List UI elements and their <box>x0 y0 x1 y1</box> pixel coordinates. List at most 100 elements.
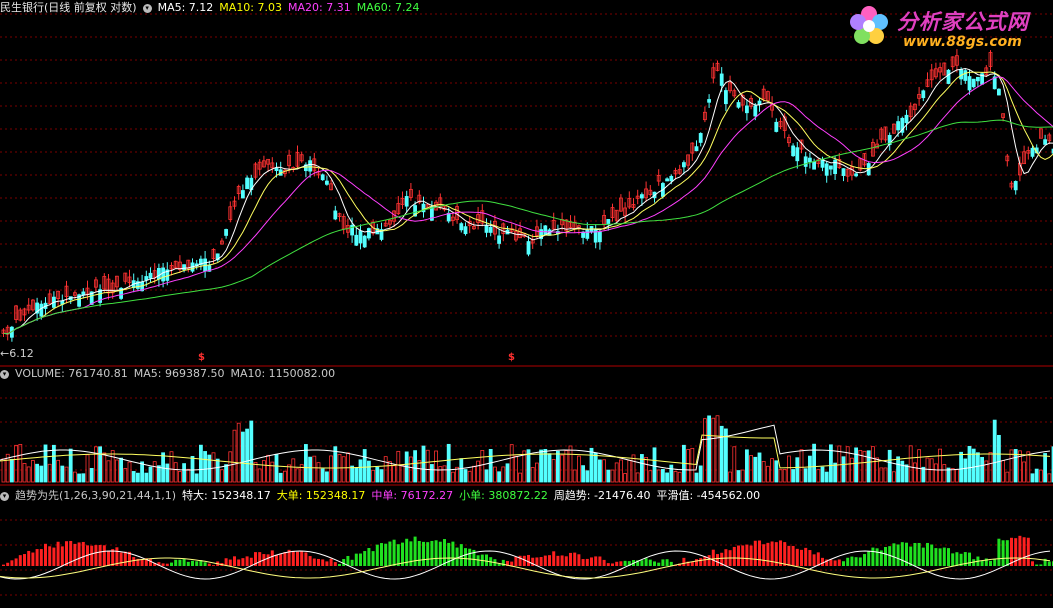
candle-body <box>539 229 543 239</box>
indicator-value: 周趋势: -21476.40 <box>553 489 651 502</box>
volume-bar <box>1039 469 1043 483</box>
candle-body <box>383 222 388 227</box>
volume-bar <box>980 456 984 483</box>
candle-body <box>39 303 44 317</box>
volume-bar <box>266 454 271 483</box>
candle-body <box>228 206 233 220</box>
candle-body <box>900 117 905 133</box>
trend-bar <box>39 549 43 566</box>
trend-bar <box>191 560 194 566</box>
trend-bar <box>955 552 959 566</box>
volume-bar <box>803 468 808 483</box>
candle-body <box>665 178 669 182</box>
volume-bar <box>14 444 19 483</box>
candle-body <box>929 69 934 81</box>
candle-body <box>585 229 590 239</box>
volume-bar <box>5 453 10 483</box>
candle-body <box>215 253 220 261</box>
trend-bar <box>942 547 946 566</box>
volume-bar <box>165 463 170 483</box>
trend-bar <box>115 547 119 566</box>
volume-bar <box>417 460 422 483</box>
candle-body <box>463 226 468 235</box>
trend-bar <box>741 545 745 566</box>
candle-body <box>925 79 930 87</box>
trend-bar <box>77 542 81 566</box>
candle-body <box>211 249 216 259</box>
volume-bar <box>883 467 888 483</box>
volume-bar <box>526 449 531 483</box>
trend-bar <box>972 559 976 566</box>
candle-body <box>387 219 392 225</box>
candle-body <box>627 198 632 208</box>
volume-bar <box>35 463 39 483</box>
candle-body <box>484 224 489 233</box>
candle-body <box>73 292 77 296</box>
volume-bar <box>169 451 174 483</box>
settings-icon[interactable]: ▾ <box>142 3 152 13</box>
candle-body <box>782 116 787 131</box>
volume-bar <box>913 462 917 483</box>
volume-bar <box>39 465 44 483</box>
candle-body <box>892 123 896 134</box>
volume-bar <box>1022 461 1026 483</box>
candle-body <box>429 206 434 221</box>
indicator-value: 小单: 380872.22 <box>459 489 548 502</box>
trend-bar <box>879 550 883 566</box>
trend-bar <box>90 545 94 566</box>
trend-bar <box>447 542 451 566</box>
trend-bar <box>821 557 824 566</box>
volume-bar <box>85 454 90 483</box>
candle-body <box>808 157 812 163</box>
candle-body <box>774 121 779 132</box>
volume-bar <box>52 444 56 483</box>
candle-body <box>177 261 182 270</box>
trend-bar <box>552 551 556 566</box>
trend-bar <box>774 542 778 566</box>
trend-bar <box>892 543 896 566</box>
candle-body <box>623 207 627 217</box>
volume-bar <box>711 417 716 483</box>
trend-bar <box>968 552 971 566</box>
trend-bar <box>56 541 60 566</box>
trend-bar <box>422 541 425 566</box>
volume-bar <box>631 454 636 483</box>
candle-body <box>102 276 107 290</box>
candle-body <box>1005 155 1010 162</box>
candle-body <box>354 234 359 246</box>
trend-bar <box>333 562 337 566</box>
trend-bar <box>283 552 287 566</box>
trend-bar <box>182 558 186 566</box>
volume-bar <box>505 463 510 483</box>
volume-bar <box>379 469 384 483</box>
trend-bar <box>934 548 938 566</box>
trend-settings-icon[interactable]: ▾ <box>0 491 9 501</box>
volume-bar <box>1001 460 1005 483</box>
volume-bar <box>736 470 741 483</box>
volume-bar <box>875 457 879 483</box>
candle-body <box>480 210 485 224</box>
volume-bar <box>383 456 388 483</box>
volume-bar <box>308 456 313 483</box>
trend-bar <box>195 561 199 566</box>
volume-bar <box>64 466 69 483</box>
volume-bar <box>282 470 287 483</box>
trend-bar <box>396 544 400 566</box>
candle-body <box>526 241 531 255</box>
volume-bar <box>228 451 233 483</box>
volume-settings-icon[interactable]: ▾ <box>0 369 9 379</box>
trend-bar <box>556 555 560 566</box>
indicator-value: MA10: 7.03 <box>219 1 283 14</box>
trend-bar <box>497 563 501 566</box>
volume-bar <box>9 458 14 483</box>
volume-bar <box>757 452 762 483</box>
volume-bar <box>471 465 476 483</box>
volume-bar <box>652 447 657 483</box>
volume-bar <box>190 456 195 483</box>
candle-body <box>761 88 766 100</box>
volume-bar <box>551 459 556 483</box>
volume-bar <box>400 464 405 483</box>
candle-body <box>379 229 384 240</box>
indicator-value: 中单: 76172.27 <box>371 489 454 502</box>
